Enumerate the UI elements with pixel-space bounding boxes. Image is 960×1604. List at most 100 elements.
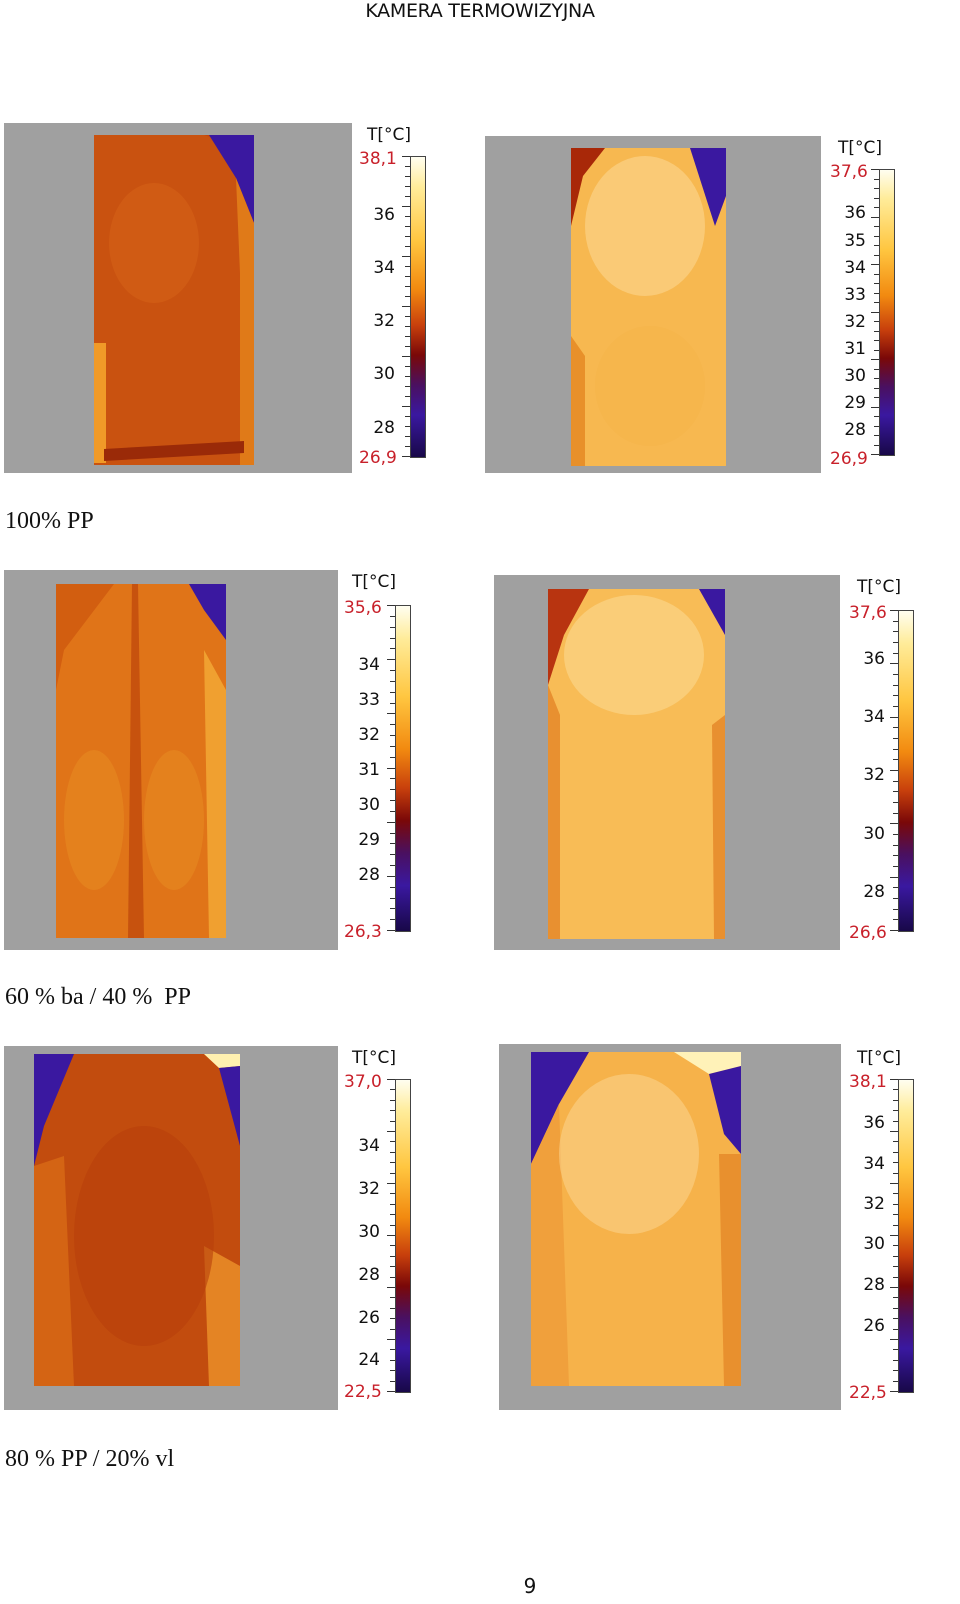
scale-tick-mark — [874, 197, 879, 199]
scale-tick-mark — [890, 1183, 898, 1184]
scale-tick-mark — [874, 387, 879, 389]
scale-tick-mark — [387, 1287, 395, 1288]
scale-tick-mark — [390, 756, 395, 758]
scale-tick-mark — [402, 206, 410, 207]
scale-tick-label: 24 — [358, 1350, 380, 1370]
scale-tick-label: 30 — [844, 366, 866, 386]
scale-tick-mark — [890, 1131, 898, 1132]
scale-tick-label: 30 — [863, 1234, 885, 1254]
scale-tick-mark — [890, 610, 898, 611]
scale-tick-mark — [890, 876, 898, 878]
scale-tick-mark — [405, 286, 410, 287]
scale-tick-mark — [890, 663, 898, 665]
temperature-scale: T[°C] 37,6 36 35 34 33 32 31 30 29 28 26… — [822, 136, 912, 473]
thermogram-panel — [485, 136, 821, 473]
color-bar — [410, 156, 426, 458]
scale-tick-mark — [890, 1235, 898, 1236]
scale-tick-mark — [874, 254, 879, 256]
scale-tick-mark — [390, 789, 395, 791]
scale-tick-label: 29 — [844, 393, 866, 413]
scale-tick-mark — [893, 1141, 898, 1143]
scale-min-label: 26,6 — [849, 923, 887, 943]
thermal-image — [4, 1046, 338, 1410]
scale-tick-mark — [893, 1120, 898, 1122]
scale-tick-mark — [390, 843, 395, 845]
scale-tick-mark — [893, 748, 898, 750]
scale-tick-mark — [893, 834, 898, 835]
scale-tick-mark — [893, 919, 898, 921]
scale-tick-mark — [893, 1349, 898, 1351]
scale-tick-mark — [893, 1255, 898, 1257]
scale-tick-mark — [390, 1380, 395, 1382]
scale-tick-mark — [890, 1079, 898, 1080]
scale-tick-mark — [871, 359, 879, 360]
thermal-image — [499, 1044, 841, 1410]
scale-tick-mark — [402, 356, 410, 357]
scale-tick-mark — [402, 406, 410, 407]
scale-tick-mark — [387, 1339, 395, 1340]
scale-tick-label: 32 — [358, 1179, 380, 1199]
scale-tick-mark — [893, 866, 898, 867]
scale-tick-mark — [893, 1099, 898, 1101]
scale-tick-label: 26 — [358, 1308, 380, 1328]
scale-tick-mark — [390, 1162, 395, 1164]
scale-tick-label: 32 — [358, 725, 380, 745]
scale-min-label: 26,9 — [359, 448, 397, 468]
thermogram-panel — [494, 575, 840, 950]
scale-tick-mark — [390, 670, 395, 671]
scale-tick-mark — [893, 887, 898, 889]
scale-tick-label: 36 — [373, 205, 395, 225]
scale-max-label: 35,6 — [344, 598, 382, 618]
scale-tick-mark — [405, 296, 410, 297]
scale-tick-mark — [893, 1276, 898, 1278]
scale-tick-mark — [893, 1380, 898, 1382]
scale-tick-label: 28 — [358, 1265, 380, 1285]
scale-tick-label: 28 — [373, 418, 395, 438]
scale-tick-mark — [405, 336, 410, 337]
scale-tick-mark — [405, 266, 410, 267]
scale-tick-mark — [405, 166, 410, 167]
scale-tick-label: 28 — [358, 865, 380, 885]
scale-tick-mark — [390, 1203, 395, 1205]
scale-tick-mark — [893, 1172, 898, 1174]
scale-tick-label: 36 — [844, 203, 866, 223]
scale-tick-mark — [871, 311, 879, 313]
scale-tick-mark — [874, 226, 879, 227]
scale-tick-mark — [387, 1131, 395, 1132]
scale-max-label: 37,0 — [344, 1072, 382, 1092]
scale-tick-label: 34 — [863, 1154, 885, 1174]
scale-tick-mark — [390, 778, 395, 780]
scale-tick-mark — [387, 930, 395, 931]
scale-min-label: 22,5 — [849, 1383, 887, 1403]
thermogram-panel — [4, 570, 338, 950]
scale-tick-mark — [871, 264, 879, 265]
scale-tick-mark — [390, 897, 395, 899]
scale-tick-mark — [390, 1151, 395, 1153]
scale-tick-mark — [390, 637, 395, 639]
color-bar — [395, 1079, 411, 1393]
scale-tick-mark — [890, 716, 898, 718]
scale-tick-mark — [387, 767, 395, 769]
scale-tick-label: 36 — [863, 649, 885, 669]
scale-tick-label: 31 — [358, 760, 380, 780]
scale-tick-mark — [390, 1276, 395, 1278]
scale-tick-mark — [893, 1089, 898, 1091]
scale-tick-mark — [390, 1255, 395, 1257]
scale-tick-mark — [402, 306, 410, 307]
scale-tick-mark — [390, 1318, 395, 1320]
scale-min-label: 26,9 — [830, 449, 868, 469]
scale-tick-mark — [390, 1297, 395, 1299]
running-header: KAMERA TERMOWIZYJNA — [365, 0, 595, 22]
scale-tick-label: 30 — [358, 1222, 380, 1242]
scale-tick-label: 30 — [358, 795, 380, 815]
unit-label: T[°C] — [838, 138, 883, 158]
scale-tick-mark — [874, 435, 879, 436]
scale-tick-mark — [893, 1193, 898, 1195]
scale-tick-mark — [402, 156, 410, 157]
scale-tick-label: 32 — [373, 311, 395, 331]
scale-tick-mark — [390, 1120, 395, 1122]
scale-tick-mark — [405, 316, 410, 317]
scale-tick-mark — [390, 1214, 395, 1216]
scale-tick-mark — [874, 188, 879, 189]
unit-label: T[°C] — [352, 1048, 397, 1068]
